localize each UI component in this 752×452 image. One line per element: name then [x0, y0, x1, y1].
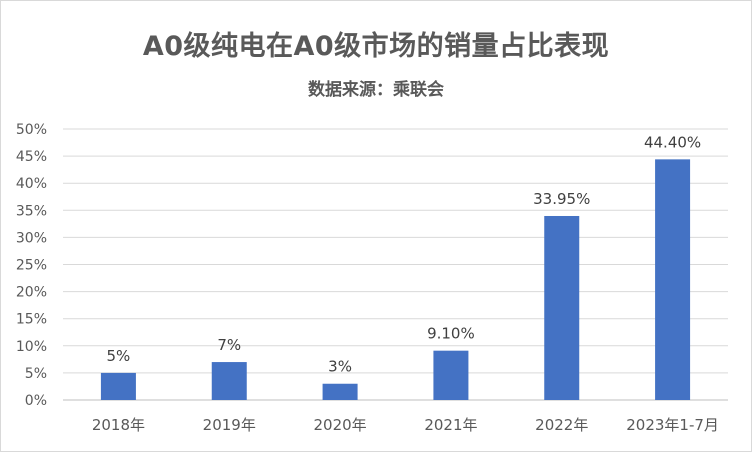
y-tick-label: 35%: [16, 203, 47, 219]
data-label: 7%: [217, 336, 241, 354]
bar: [433, 350, 469, 400]
x-tick-label: 2018年: [92, 416, 145, 434]
bar: [655, 159, 691, 400]
y-tick-label: 0%: [25, 393, 47, 409]
data-label: 9.10%: [427, 325, 475, 343]
y-tick-label: 20%: [16, 285, 47, 301]
chart-title: A0级纯电在A0级市场的销量占比表现: [142, 31, 610, 62]
x-tick-label: 2020年: [313, 416, 366, 434]
y-tick-label: 10%: [16, 339, 47, 355]
chart-subtitle: 数据来源：乘联会: [308, 80, 444, 100]
data-label: 44.40%: [644, 133, 701, 151]
y-tick-label: 15%: [16, 312, 47, 328]
bar: [211, 362, 247, 400]
y-tick-label: 5%: [25, 366, 47, 382]
y-tick-label: 40%: [16, 176, 47, 192]
data-label: 3%: [328, 358, 352, 376]
x-tick-label: 2023年1-7月: [626, 416, 719, 434]
bar: [544, 215, 580, 400]
y-tick-label: 45%: [16, 149, 47, 165]
data-label: 5%: [107, 347, 131, 365]
x-tick-label: 2019年: [203, 416, 256, 434]
data-label: 33.95%: [533, 190, 590, 208]
bar: [322, 383, 358, 400]
x-tick-label: 2022年: [535, 416, 588, 434]
y-tick-label: 25%: [16, 258, 47, 274]
y-tick-label: 50%: [16, 122, 47, 138]
bar: [100, 372, 136, 400]
y-tick-label: 30%: [16, 230, 47, 246]
x-tick-label: 2021年: [424, 416, 477, 434]
